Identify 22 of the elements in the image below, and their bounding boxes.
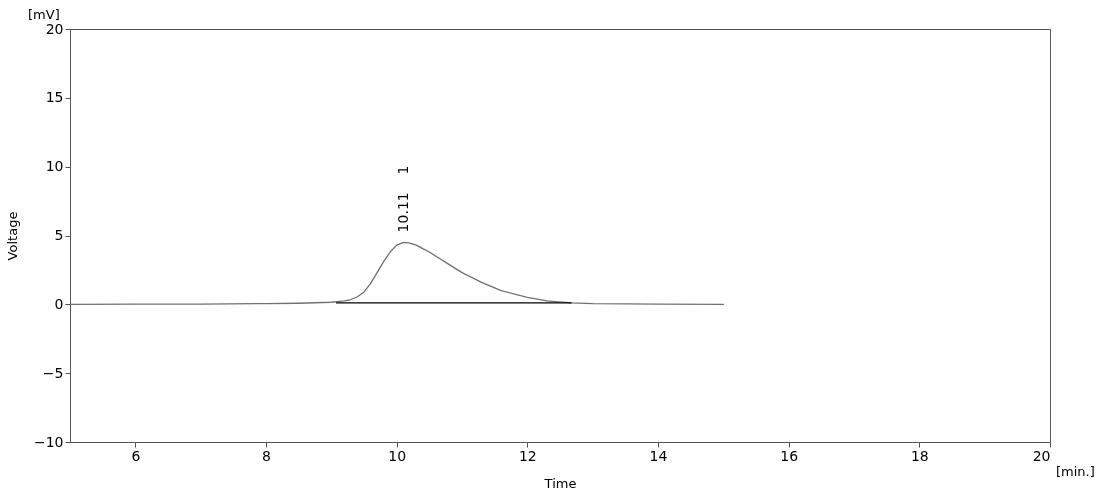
y-tick-label: 10 bbox=[45, 158, 64, 175]
x-tick-label: 14 bbox=[649, 447, 668, 464]
text: [min.] bbox=[1056, 464, 1095, 479]
y-tick-label: 0 bbox=[54, 295, 64, 312]
x-axis-title: Time bbox=[543, 475, 577, 491]
line-series bbox=[70, 241, 724, 305]
x-tick-label: 10 bbox=[388, 447, 407, 464]
annotation: 10.11 bbox=[394, 192, 411, 233]
y-tick-label: 20 bbox=[45, 20, 64, 37]
x-tick-label: 16 bbox=[780, 447, 799, 464]
x-tick-label: 12 bbox=[518, 447, 537, 464]
y-tick-label: −5 bbox=[42, 364, 64, 381]
y-tick-label: −10 bbox=[33, 433, 64, 450]
x-tick-label: 20 bbox=[1032, 447, 1051, 464]
text: [mV] bbox=[28, 7, 60, 22]
annotation: 1 bbox=[394, 165, 411, 175]
x-tick-label: 8 bbox=[262, 447, 271, 464]
y-tick-label: 15 bbox=[45, 89, 64, 106]
x-tick-label: 6 bbox=[131, 447, 141, 464]
y-tick-label: 5 bbox=[54, 227, 64, 243]
y-axis-title: Voltage bbox=[4, 211, 20, 261]
x-tick-label: 18 bbox=[910, 447, 929, 464]
